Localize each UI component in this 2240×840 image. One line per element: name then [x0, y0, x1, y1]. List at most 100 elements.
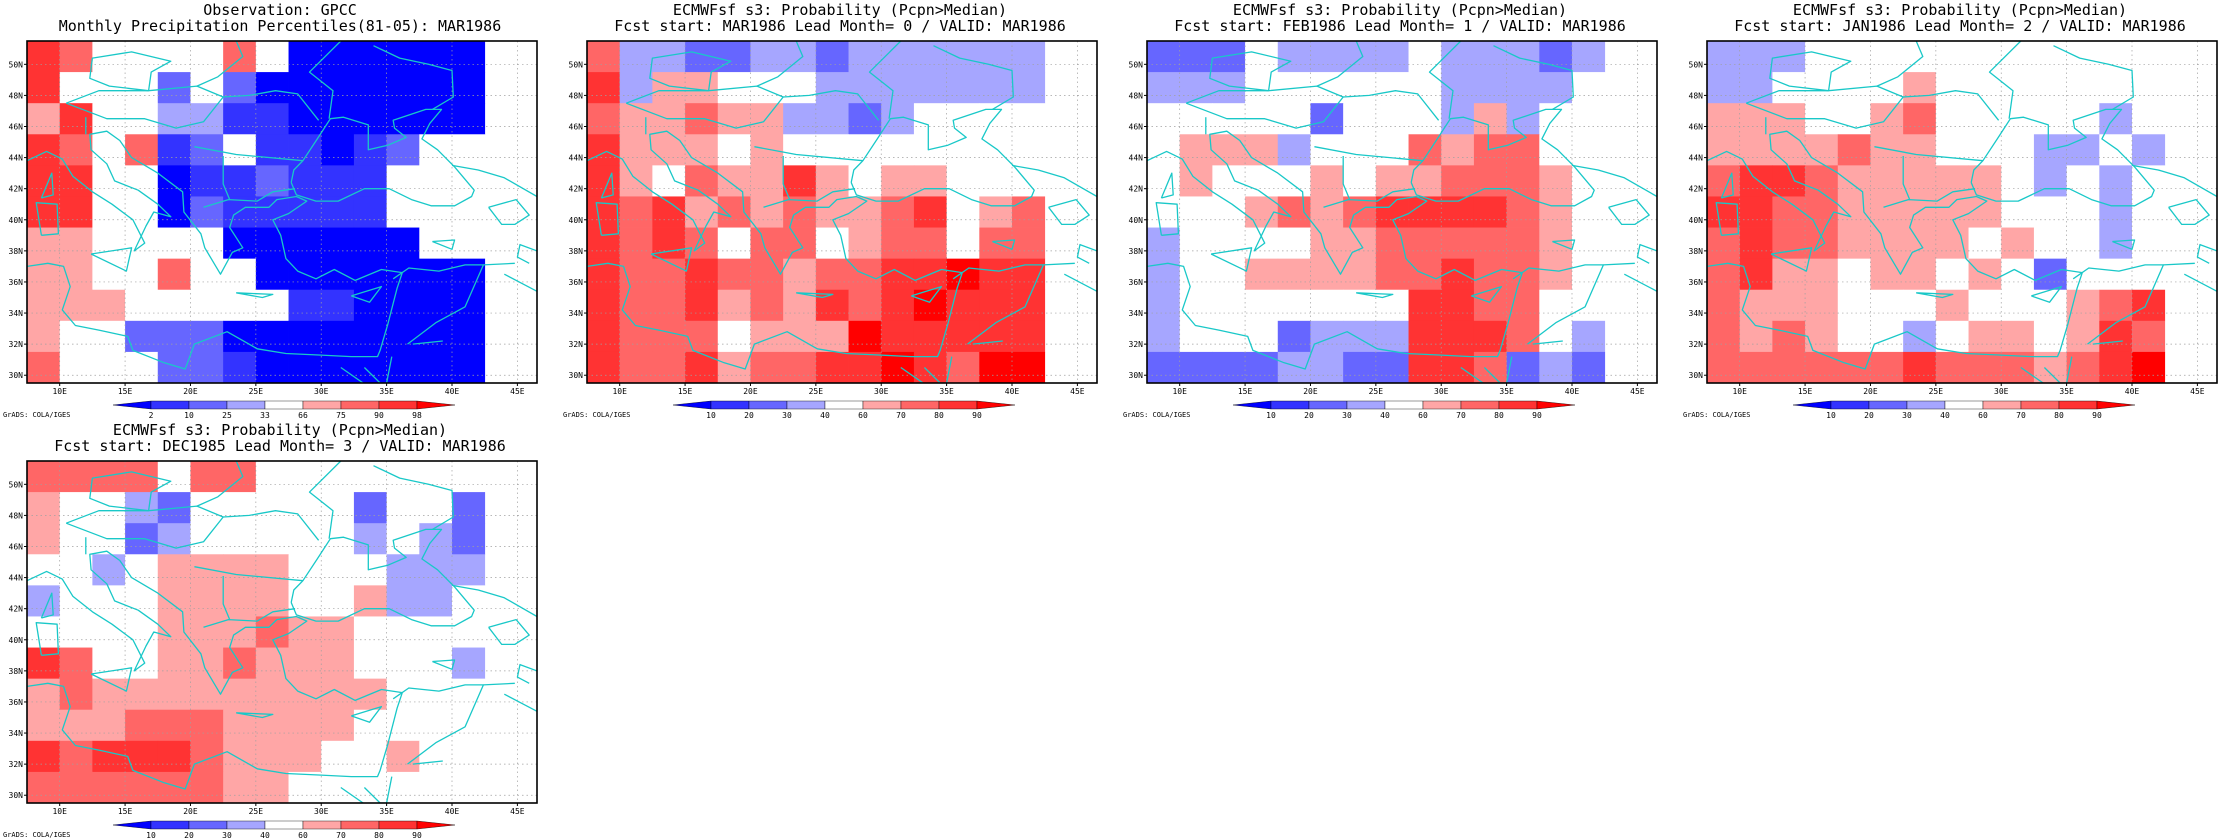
- heatmap-cell: [1012, 258, 1046, 291]
- heatmap-cell: [419, 616, 453, 648]
- heatmap-cell: [848, 103, 882, 135]
- heatmap-cell: [255, 740, 289, 773]
- heatmap-cell: [157, 103, 191, 135]
- heatmap-cell: [1375, 351, 1409, 384]
- heatmap-cell: [2033, 320, 2068, 353]
- coastline: [1988, 41, 2022, 119]
- y-tick-label: 32N: [1129, 340, 1144, 349]
- heatmap-cell: [386, 678, 420, 711]
- heatmap-cell: [1903, 258, 1937, 291]
- chart-subtitle: Fcst start: MAR1986 Lead Month= 0 / VALI…: [614, 17, 1066, 35]
- heatmap-cell: [1343, 196, 1377, 228]
- heatmap-cell: [92, 616, 126, 648]
- heatmap-cell: [1179, 165, 1213, 197]
- heatmap-cell: [223, 196, 257, 228]
- heatmap-cell: [1441, 165, 1475, 197]
- y-tick-label: 30N: [569, 371, 584, 380]
- coastline: [1428, 41, 1462, 119]
- heatmap-cell: [125, 771, 159, 804]
- heatmap-cell: [2066, 258, 2100, 291]
- heatmap-cell: [1310, 320, 1344, 353]
- coastlines: [1147, 41, 1657, 383]
- heatmap-cell: [1473, 103, 1508, 135]
- colorbar-swatch: [150, 820, 190, 830]
- coastline: [1076, 243, 1097, 264]
- coastline: [1356, 292, 1394, 299]
- coastline: [1532, 340, 1563, 345]
- heatmap-cell: [1375, 320, 1409, 353]
- heatmap-cell: [190, 616, 224, 648]
- coastline: [89, 51, 172, 92]
- heatmap-cell: [717, 134, 751, 166]
- heatmap-cell: [1572, 103, 1606, 135]
- heatmap-cell: [288, 771, 322, 804]
- coastline: [796, 292, 834, 299]
- heatmap-cell: [321, 554, 355, 586]
- x-tick-label: 15E: [118, 387, 133, 396]
- colorbar-label: 10: [146, 831, 156, 840]
- heatmap-cell: [783, 351, 817, 384]
- heatmap-cell: [353, 103, 388, 135]
- heatmap-cell: [815, 320, 849, 353]
- heatmap-cell: [652, 227, 686, 260]
- heatmap-cell: [223, 72, 257, 104]
- coastline: [373, 465, 454, 530]
- heatmap-cell: [1408, 103, 1442, 135]
- coastline: [625, 85, 784, 129]
- heatmap-cell: [1212, 227, 1246, 260]
- colorbar-label: 60: [298, 831, 308, 840]
- heatmap-cell: [419, 134, 453, 166]
- coastline: [952, 264, 1044, 280]
- x-tick-label: 35E: [379, 387, 394, 396]
- heatmap-cell: [1739, 72, 1773, 104]
- heatmap-cell: [59, 585, 93, 617]
- heatmap-cell: [1506, 165, 1540, 197]
- heatmap-cell: [1310, 351, 1344, 384]
- heatmap-cell: [255, 103, 289, 135]
- y-tick-label: 38N: [9, 667, 24, 676]
- heatmap-cell: [2132, 258, 2166, 291]
- heatmap-cell: [223, 134, 257, 166]
- colorbar: 10 20 30 40 60 70 80 90: [1792, 400, 2136, 420]
- coastline: [1210, 247, 1253, 272]
- heatmap-cell: [321, 165, 355, 197]
- colorbar-label: 30: [1342, 411, 1352, 420]
- coastline: [2072, 264, 2164, 280]
- coastline: [1343, 90, 1440, 121]
- heatmap-cell: [1739, 289, 1773, 322]
- coastline: [392, 684, 484, 700]
- heatmap-cell: [1277, 289, 1311, 322]
- heatmap-cell: [1012, 289, 1046, 322]
- heatmap-cell: [2132, 196, 2166, 228]
- heatmap-cell: [27, 523, 61, 555]
- heatmap-cell: [157, 320, 191, 353]
- coastlines: [27, 461, 537, 803]
- coastline: [1608, 198, 1650, 226]
- heatmap-cell: [1572, 227, 1606, 260]
- y-tick-label: 32N: [9, 340, 24, 349]
- colorbar-label: 25: [222, 411, 232, 420]
- heatmap-cell: [2132, 103, 2166, 135]
- coastline: [649, 51, 732, 92]
- heatmap-cell: [848, 320, 882, 353]
- heatmap-cell: [92, 647, 126, 680]
- heatmap-cell: [255, 461, 289, 493]
- coastline: [754, 146, 863, 162]
- heatmap-cell: [946, 258, 980, 291]
- coastline: [196, 41, 244, 87]
- heatmap-cell: [1506, 134, 1540, 166]
- heatmap-cell: [419, 72, 453, 104]
- heatmap-cell: [946, 320, 980, 353]
- coastline: [587, 41, 588, 42]
- x-tick-label: 10E: [52, 807, 67, 816]
- colorbar-label: 60: [858, 411, 868, 420]
- coastline: [351, 285, 383, 303]
- plot-frame: [586, 40, 1098, 384]
- heatmap-cell: [157, 523, 191, 555]
- heatmap-cell: [2001, 351, 2035, 384]
- colorbar-swatch: [1308, 400, 1348, 410]
- heatmap-cell: [157, 134, 191, 166]
- colorbar-swatch: [302, 820, 342, 830]
- colorbar-swatch: [340, 820, 380, 830]
- heatmap-cell: [419, 258, 453, 291]
